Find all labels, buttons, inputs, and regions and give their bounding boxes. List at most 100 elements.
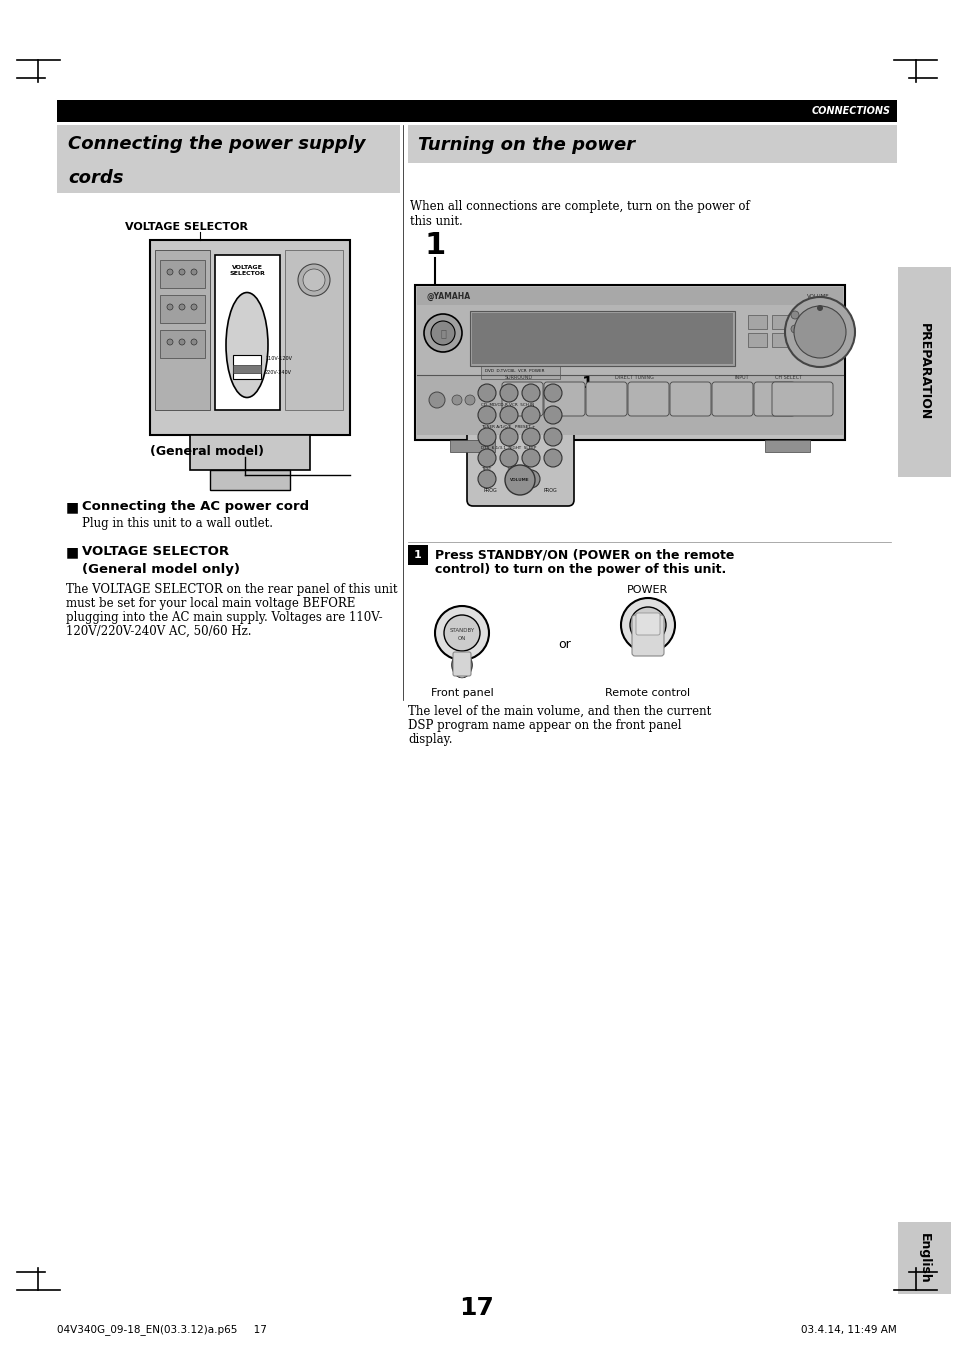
Text: this unit.: this unit. [410,215,462,228]
Bar [480,363,559,380]
Circle shape [790,311,799,319]
Bar [210,470,290,490]
Circle shape [179,269,185,276]
Circle shape [477,449,496,467]
Circle shape [499,428,517,446]
Bar [408,544,428,565]
Text: DIRECT TUNING: DIRECT TUNING [615,376,653,380]
Circle shape [179,304,185,309]
Circle shape [784,297,854,367]
Text: Front panel: Front panel [430,688,493,698]
Text: control) to turn on the power of this unit.: control) to turn on the power of this un… [435,563,725,576]
Circle shape [477,407,496,424]
Bar [470,311,734,366]
Text: ■: ■ [66,500,79,513]
Circle shape [477,384,496,403]
Text: must be set for your local main voltage BEFORE: must be set for your local main voltage … [66,597,355,611]
Bar [472,313,732,363]
Bar [160,259,205,288]
Text: PROG: PROG [542,488,557,493]
Ellipse shape [226,293,268,397]
Text: English: English [917,1232,929,1283]
Circle shape [521,449,539,467]
FancyBboxPatch shape [501,382,542,416]
Bar [154,250,210,409]
Circle shape [464,394,475,405]
FancyBboxPatch shape [753,382,794,416]
Text: DSP program name appear on the front panel: DSP program name appear on the front pan… [408,719,680,732]
Ellipse shape [303,269,325,290]
Text: INPUT: INPUT [734,376,749,380]
FancyBboxPatch shape [543,382,584,416]
Circle shape [429,392,444,408]
Circle shape [793,305,845,358]
Circle shape [191,304,196,309]
Text: The VOLTAGE SELECTOR on the rear panel of this unit: The VOLTAGE SELECTOR on the rear panel o… [66,584,397,596]
Text: PREPARATION: PREPARATION [917,323,929,420]
Text: 220V-240V: 220V-240V [265,370,292,374]
Text: CH SELECT: CH SELECT [774,376,801,380]
Text: 1: 1 [424,231,445,259]
Circle shape [431,322,455,345]
Text: 1: 1 [414,550,421,561]
Text: (General model): (General model) [150,446,264,458]
Text: VOLTAGE SELECTOR: VOLTAGE SELECTOR [125,222,248,232]
Circle shape [179,339,185,345]
Text: VOLTAGE SELECTOR: VOLTAGE SELECTOR [82,544,229,558]
Text: VOLUME: VOLUME [806,293,829,299]
Bar [285,250,343,409]
Text: 120V/220V-240V AC, 50/60 Hz.: 120V/220V-240V AC, 50/60 Hz. [66,626,252,638]
Bar [214,255,280,409]
Text: When all connections are complete, turn on the power of: When all connections are complete, turn … [410,200,749,213]
Text: —1: —1 [566,376,592,390]
Circle shape [816,305,822,311]
Text: display.: display. [408,734,452,746]
Circle shape [543,407,561,424]
Circle shape [521,407,539,424]
Bar [764,440,809,453]
Bar [771,332,790,347]
Circle shape [620,598,675,653]
Ellipse shape [297,263,330,296]
Circle shape [191,339,196,345]
FancyBboxPatch shape [453,653,471,676]
Text: 110V-120V: 110V-120V [265,355,292,361]
Text: VOLTAGE
SELECTOR: VOLTAGE SELECTOR [229,265,265,276]
Text: CD  MD/CD-R VCR  5CH IN: CD MD/CD-R VCR 5CH IN [480,403,534,407]
Circle shape [191,269,196,276]
FancyBboxPatch shape [669,382,710,416]
Text: cords: cords [68,169,123,186]
Circle shape [452,394,461,405]
Bar [233,365,261,373]
Text: The level of the main volume, and then the current: The level of the main volume, and then t… [408,705,711,717]
Circle shape [521,384,539,403]
Circle shape [521,428,539,446]
Text: or: or [558,639,571,651]
Bar [416,376,842,435]
Circle shape [443,615,479,651]
Bar [233,355,261,380]
Bar [771,315,790,330]
Ellipse shape [452,653,472,677]
Text: Turning on the power: Turning on the power [417,136,635,154]
Text: VOLUME: VOLUME [510,478,529,482]
Text: PROG: PROG [482,488,497,493]
Circle shape [543,384,561,403]
Bar [160,295,205,323]
Text: (General model only): (General model only) [82,563,240,576]
FancyBboxPatch shape [636,613,659,635]
Circle shape [521,470,539,488]
Bar [897,267,950,477]
Text: Remote control: Remote control [605,688,690,698]
FancyBboxPatch shape [771,382,832,416]
Bar [190,435,310,470]
Bar [57,100,896,122]
Bar [416,305,842,376]
Bar [747,315,766,330]
FancyBboxPatch shape [711,382,752,416]
Bar [897,1223,950,1294]
Circle shape [543,428,561,446]
Circle shape [423,313,461,353]
Text: Plug in this unit to a wall outlet.: Plug in this unit to a wall outlet. [82,517,273,530]
Text: POWER: POWER [627,585,668,594]
